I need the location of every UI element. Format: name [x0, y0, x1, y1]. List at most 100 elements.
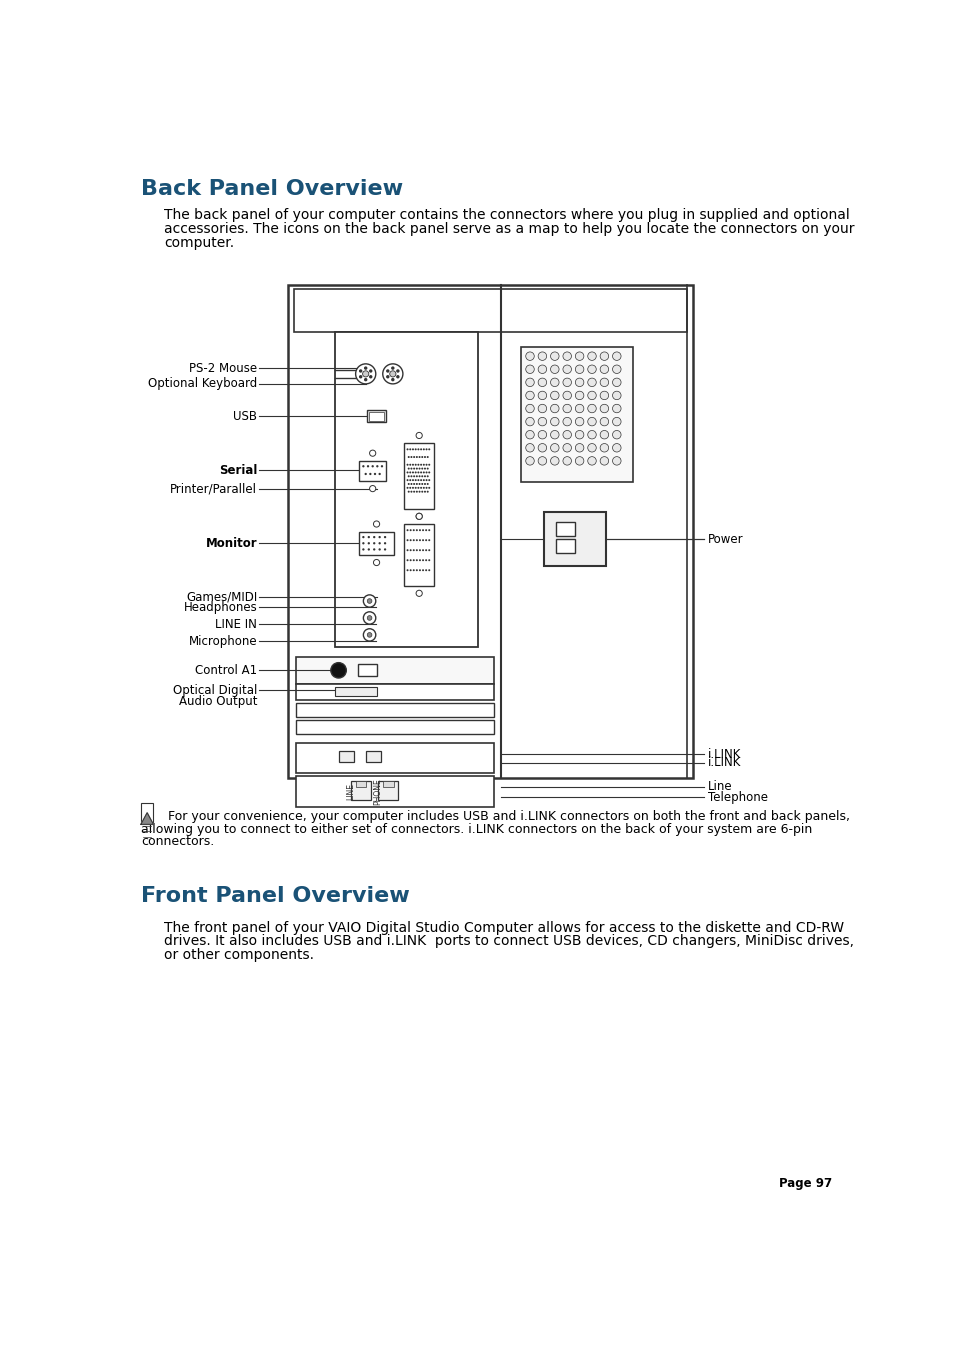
Circle shape [428, 486, 430, 489]
Circle shape [525, 443, 534, 453]
Circle shape [562, 351, 571, 361]
Bar [355, 781, 366, 788]
Circle shape [410, 490, 412, 493]
Circle shape [417, 471, 419, 473]
Circle shape [362, 536, 364, 538]
Circle shape [421, 457, 423, 458]
Circle shape [409, 569, 412, 571]
Circle shape [407, 476, 409, 477]
Circle shape [575, 431, 583, 439]
Circle shape [550, 351, 558, 361]
Circle shape [425, 559, 427, 561]
Circle shape [369, 485, 375, 492]
Text: accessories. The icons on the back panel serve as a map to help you locate the c: accessories. The icons on the back panel… [164, 222, 854, 236]
Circle shape [422, 471, 424, 473]
Circle shape [421, 530, 424, 531]
Circle shape [367, 536, 370, 538]
Text: Games/MIDI: Games/MIDI [186, 590, 257, 604]
Circle shape [406, 550, 408, 551]
Circle shape [362, 542, 364, 544]
Circle shape [413, 457, 415, 458]
Circle shape [599, 351, 608, 361]
Circle shape [417, 463, 419, 466]
Bar [295, 775, 493, 807]
Circle shape [412, 449, 414, 450]
Circle shape [416, 569, 417, 571]
Circle shape [587, 351, 596, 361]
Circle shape [359, 376, 361, 378]
Bar [357, 665, 377, 677]
Bar [294, 289, 686, 331]
Circle shape [612, 443, 620, 453]
Circle shape [421, 482, 423, 485]
Circle shape [386, 370, 389, 372]
Circle shape [525, 457, 534, 465]
Text: Back Panel Overview: Back Panel Overview [141, 180, 403, 199]
Circle shape [409, 486, 411, 489]
Bar [351, 781, 371, 800]
Text: Serial: Serial [218, 463, 257, 477]
Circle shape [373, 521, 379, 527]
Circle shape [422, 449, 424, 450]
Circle shape [359, 370, 361, 372]
Circle shape [550, 365, 558, 373]
Circle shape [421, 467, 423, 470]
Circle shape [370, 370, 372, 372]
Circle shape [587, 457, 596, 465]
Circle shape [422, 463, 424, 466]
Circle shape [612, 365, 620, 373]
Circle shape [407, 457, 409, 458]
Circle shape [409, 449, 411, 450]
Circle shape [390, 370, 395, 377]
Circle shape [428, 480, 430, 481]
Circle shape [428, 530, 430, 531]
Circle shape [415, 463, 416, 466]
Circle shape [537, 404, 546, 413]
Circle shape [371, 465, 374, 467]
Circle shape [418, 530, 420, 531]
Circle shape [406, 559, 408, 561]
Circle shape [419, 480, 421, 481]
Circle shape [410, 457, 412, 458]
Text: The back panel of your computer contains the connectors where you plug in suppli: The back panel of your computer contains… [164, 208, 849, 223]
Circle shape [587, 365, 596, 373]
Bar [295, 657, 493, 684]
Circle shape [425, 449, 427, 450]
Circle shape [367, 549, 370, 551]
Circle shape [378, 542, 380, 544]
Circle shape [587, 443, 596, 453]
Circle shape [378, 473, 380, 476]
Circle shape [426, 490, 428, 493]
Circle shape [421, 569, 424, 571]
Circle shape [415, 486, 416, 489]
Circle shape [367, 542, 370, 544]
Circle shape [413, 559, 415, 561]
Circle shape [369, 473, 371, 476]
Circle shape [575, 378, 583, 386]
Circle shape [419, 449, 421, 450]
Text: PHONE: PHONE [374, 778, 382, 805]
Circle shape [409, 539, 412, 542]
Circle shape [425, 463, 427, 466]
Bar [335, 331, 477, 647]
Circle shape [587, 404, 596, 413]
Circle shape [409, 530, 412, 531]
Circle shape [383, 542, 386, 544]
Circle shape [425, 480, 427, 481]
Circle shape [410, 482, 412, 485]
Circle shape [416, 590, 422, 596]
Circle shape [426, 482, 428, 485]
Circle shape [425, 550, 427, 551]
Circle shape [413, 550, 415, 551]
Circle shape [364, 378, 366, 381]
Circle shape [525, 431, 534, 439]
Circle shape [612, 392, 620, 400]
Bar [555, 539, 575, 554]
Circle shape [419, 486, 421, 489]
Circle shape [425, 471, 427, 473]
Circle shape [412, 480, 414, 481]
Circle shape [406, 486, 408, 489]
Circle shape [428, 539, 430, 542]
Bar [295, 684, 493, 700]
Circle shape [421, 476, 423, 477]
